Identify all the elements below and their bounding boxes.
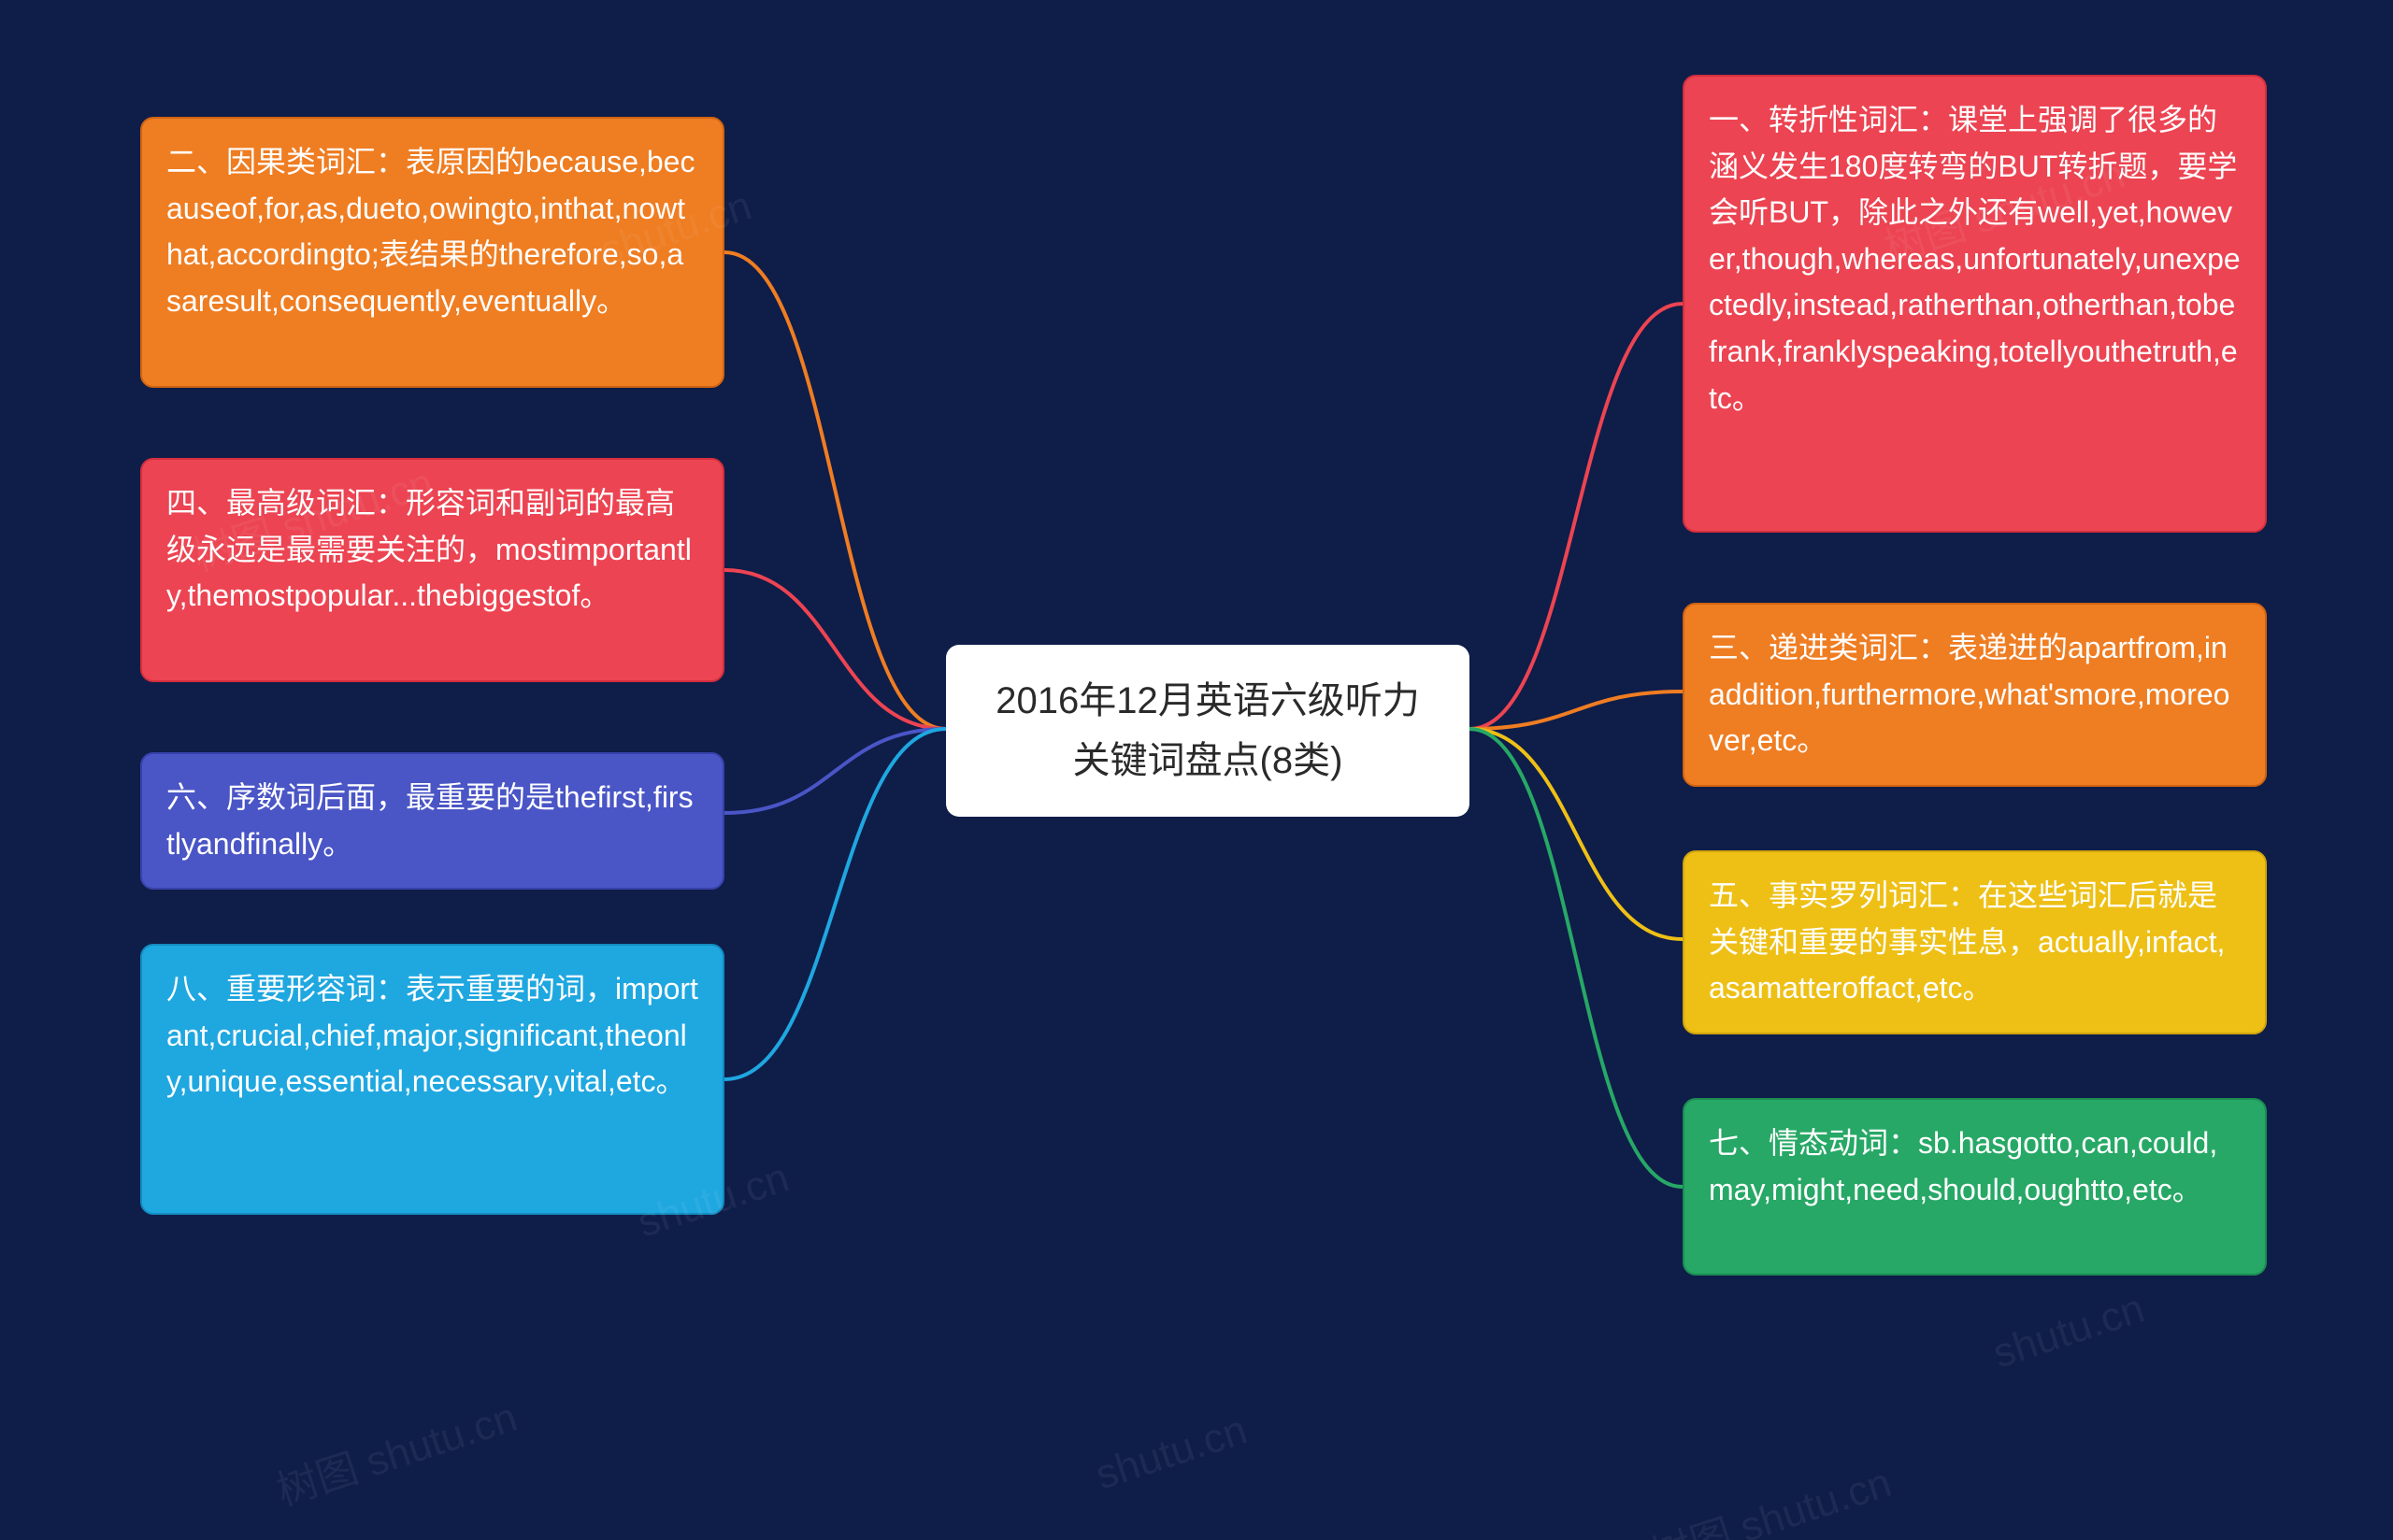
center-line: 2016年12月英语六级听力: [978, 671, 1438, 731]
center-line: 关键词盘点(8类): [978, 731, 1438, 791]
node8: 八、重要形容词：表示重要的词，important,crucial,chief,m…: [140, 944, 724, 1215]
watermark: 树图 shutu.cn: [1642, 1448, 1898, 1540]
node6: 六、序数词后面，最重要的是thefirst,firstlyandfinally。: [140, 752, 724, 890]
node5: 五、事实罗列词汇：在这些词汇后就是关键和重要的事实性息，actually,inf…: [1683, 850, 2267, 1034]
node3: 三、递进类词汇：表递进的apartfrom,inaddition,further…: [1683, 603, 2267, 787]
watermark: shutu.cn: [1090, 1407, 1253, 1500]
center-node: 2016年12月英语六级听力关键词盘点(8类): [946, 645, 1469, 817]
node4: 四、最高级词汇：形容词和副词的最高级永远是最需要关注的，mostimportan…: [140, 458, 724, 682]
node7: 七、情态动词：sb.hasgotto,can,could,may,might,n…: [1683, 1098, 2267, 1276]
node1: 一、转折性词汇：课堂上强调了很多的涵义发生180度转弯的BUT转折题，要学会听B…: [1683, 75, 2267, 533]
node2: 二、因果类词汇：表原因的because,becauseof,for,as,due…: [140, 117, 724, 388]
watermark: shutu.cn: [1987, 1286, 2150, 1378]
watermark: 树图 shutu.cn: [268, 1383, 523, 1517]
